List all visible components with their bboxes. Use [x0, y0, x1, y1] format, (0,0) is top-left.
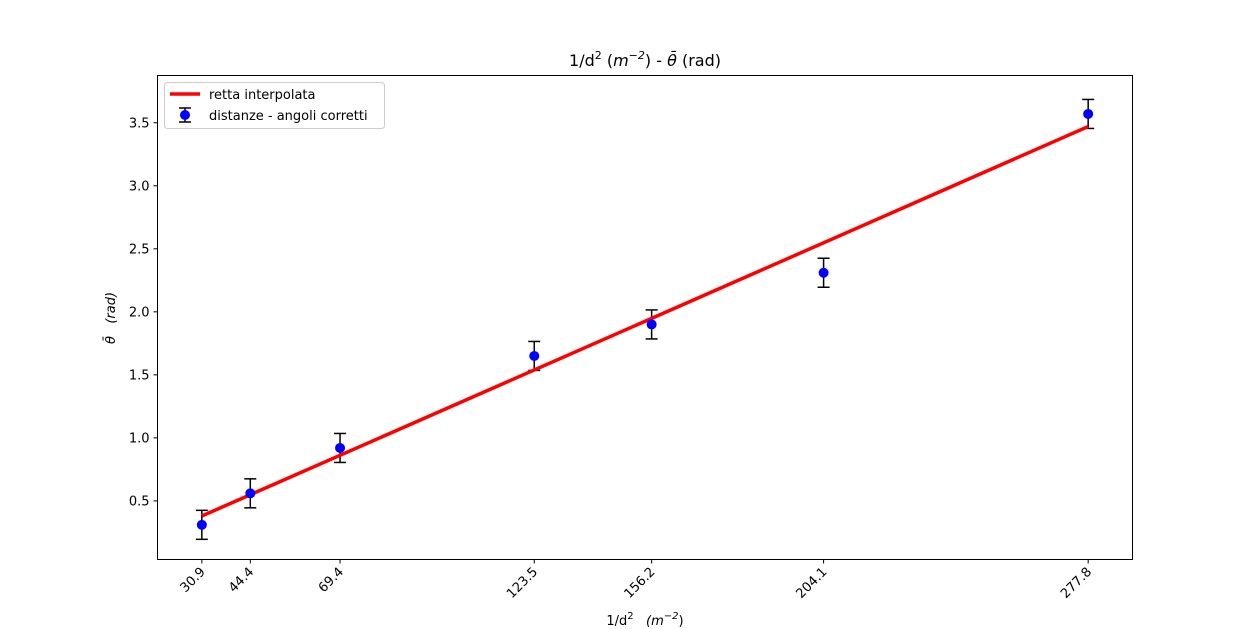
plot-area	[195, 98, 1095, 541]
y-tick-label: 1.5	[129, 368, 150, 383]
legend-marker-swatch	[180, 110, 190, 120]
series-line-retta-interpolata	[201, 124, 1089, 518]
data-point	[818, 267, 829, 278]
axes-frame	[157, 75, 1133, 560]
x-tick-label: 277.8	[1058, 565, 1095, 602]
data-point	[646, 319, 657, 330]
x-tick-label: 30.9	[178, 565, 209, 596]
x-axis-label: 1/d2 (m−2)	[606, 611, 683, 629]
legend-label-points: distanze - angoli corretti	[209, 109, 368, 124]
x-axis: 30.9 44.4 69.4 123.5 156.2 204.1 277.8	[178, 559, 1095, 602]
y-tick-label: 3.5	[129, 116, 150, 131]
x-tick-label: 204.1	[793, 565, 830, 602]
data-point	[1083, 108, 1094, 119]
data-point	[529, 350, 540, 361]
y-tick-label: 1.0	[129, 431, 150, 446]
y-tick-label: 3.0	[129, 179, 150, 194]
x-tick-label: 123.5	[504, 565, 541, 602]
x-tick-label: 44.4	[226, 565, 257, 596]
y-axis: 0.5 1.0 1.5 2.0 2.5 3.0 3.5	[129, 116, 158, 509]
chart-title: 1/d2 (m−2) - θ̄ (rad)	[569, 49, 721, 70]
y-tick-label: 0.5	[129, 494, 150, 509]
x-tick-label: 156.2	[622, 565, 659, 602]
data-point	[335, 442, 346, 453]
y-axis-label: θ̄ (rad)	[104, 292, 119, 344]
y-tick-label: 2.0	[129, 305, 150, 320]
legend: retta interpolata distanze - angoli corr…	[164, 82, 385, 129]
legend-box	[164, 82, 385, 129]
data-point	[196, 519, 207, 530]
x-tick-label: 69.4	[316, 565, 347, 596]
data-point	[245, 488, 256, 499]
y-tick-label: 2.5	[129, 242, 150, 257]
legend-label-line: retta interpolata	[209, 88, 316, 103]
